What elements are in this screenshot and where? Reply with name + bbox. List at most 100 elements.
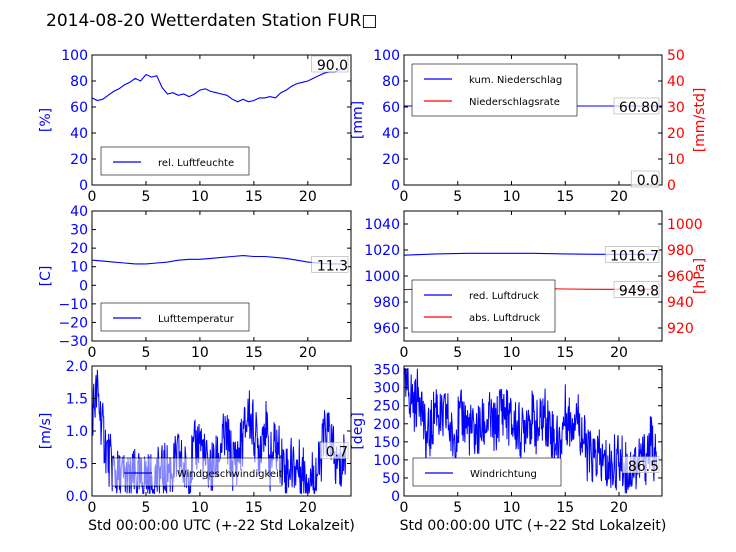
legend-box (411, 279, 556, 333)
y-right-tick-label: 920 (667, 321, 694, 337)
y-tick-label: −20 (58, 315, 88, 331)
legend-label: Niederschlagsrate (469, 97, 560, 108)
legend-box (100, 302, 250, 332)
x-axis-label: Std 00:00:00 UTC (+-22 Std Lokalzeit) (88, 518, 355, 534)
x-tick-label: 0 (88, 500, 97, 516)
legend: Lufttemperatur (100, 302, 250, 332)
y-tick-label: 0 (79, 178, 88, 194)
y-tick-label: 0.0 (66, 489, 88, 505)
value-annotation-box (319, 442, 349, 459)
panel-windspeed: 0 5 10 15 20 0.0 0.5 1.0 1.5 2.0 [m/s] Std 00:00:00… (38, 359, 355, 534)
y-tick-label: 60 (382, 100, 400, 116)
y-axis-label: [%] (38, 108, 54, 132)
legend-box (100, 146, 250, 176)
x-tick-label: 10 (503, 345, 521, 361)
y-tick-label: 60 (70, 100, 88, 116)
y-tick-label: 100 (61, 48, 88, 64)
x-tick-label: 10 (191, 189, 209, 205)
y-right-tick-label: 30 (667, 100, 685, 116)
x-tick-label: 20 (610, 189, 628, 205)
value-annotation: 60.80 (619, 100, 659, 116)
value-annotation-box (630, 170, 660, 188)
value-annotation-box (311, 55, 349, 73)
y-tick-label: 100 (373, 48, 400, 64)
value-annotation-box (605, 246, 660, 263)
x-tick-label: 15 (245, 345, 263, 361)
y-tick-label: 50 (382, 471, 400, 487)
y-tick-label: 0 (79, 278, 88, 294)
x-tick-label: 20 (610, 345, 628, 361)
y-right-axis-label: [mm/std] (692, 88, 708, 153)
x-tick-label: 5 (141, 345, 150, 361)
x-tick-label: 0 (88, 345, 97, 361)
y-tick-label: 1.0 (66, 424, 88, 440)
legend: rel. Luftfeuchte (100, 146, 250, 176)
y-right-axis-label: [hPa] (692, 258, 708, 294)
y-tick-label: 10 (70, 260, 88, 276)
y-tick-label: 1020 (364, 243, 400, 259)
x-tick-label: 15 (556, 189, 574, 205)
x-tick-label: 0 (400, 345, 409, 361)
series-line-humidity-0 (92, 67, 346, 103)
y-right-tick-label: 960 (667, 269, 694, 285)
y-tick-label: 40 (70, 126, 88, 142)
x-tick-label: 20 (299, 345, 317, 361)
x-tick-label: 5 (141, 500, 150, 516)
legend: kum. Niederschlag Niederschlagsrate (411, 63, 578, 117)
y-right-tick-label: 940 (667, 295, 694, 311)
x-tick-label: 10 (503, 500, 521, 516)
legend-label: rel. Luftfeuchte (158, 158, 234, 169)
x-axis-label: Std 00:00:00 UTC (+-22 Std Lokalzeit) (400, 518, 667, 534)
y-tick-label: 1.5 (66, 392, 88, 408)
y-right-tick-label: 980 (667, 243, 694, 259)
legend-label: kum. Niederschlag (469, 75, 562, 86)
value-annotation-box (622, 456, 660, 474)
y-right-tick-label: 20 (667, 126, 685, 142)
panel-temperature: 0 5 10 15 20 −30 −20 −10 0 10 20 30 40 [C] Lufttempera… (38, 204, 352, 361)
legend: red. Luftdruck abs. Luftdruck (411, 279, 556, 333)
x-tick-label: 15 (245, 500, 263, 516)
y-tick-label: 40 (70, 204, 88, 220)
series-line-winddirection-0 (404, 368, 658, 494)
legend-box (411, 63, 578, 117)
value-annotation: 1016.7 (610, 248, 659, 264)
x-tick-label: 0 (88, 189, 97, 205)
y-tick-label: 300 (373, 381, 400, 397)
y-tick-label: 1000 (364, 269, 400, 285)
legend-label: abs. Luftdruck (469, 313, 540, 324)
axes-frame (91, 210, 352, 342)
x-tick-label: 15 (245, 189, 263, 205)
x-tick-label: 15 (556, 345, 574, 361)
x-tick-label: 10 (191, 500, 209, 516)
y-axis-label: [C] (38, 266, 54, 287)
panel-pressure: 0 5 10 15 20 960 980 1000 1020 1040 920 940 960 980 10… (364, 210, 708, 361)
legend-label: Windgeschwindigkeit (177, 469, 283, 480)
x-tick-label: 0 (400, 189, 409, 205)
value-annotation-box (311, 256, 349, 273)
y-tick-label: 20 (70, 241, 88, 257)
x-tick-label: 10 (503, 189, 521, 205)
y-tick-label: 960 (373, 321, 400, 337)
y-right-tick-label: 1000 (667, 217, 703, 233)
x-tick-label: 20 (299, 500, 317, 516)
y-tick-label: −10 (58, 297, 88, 313)
y-right-tick-label: 40 (667, 74, 685, 90)
value-annotation-box (613, 281, 660, 298)
y-tick-label: 100 (373, 453, 400, 469)
y-tick-label: 150 (373, 435, 400, 451)
x-tick-label: 5 (453, 345, 462, 361)
y-tick-label: 250 (373, 399, 400, 415)
axes-frame (403, 365, 663, 497)
y-tick-label: 980 (373, 295, 400, 311)
y-tick-label: 20 (382, 152, 400, 168)
y-axis-label: [m/s] (38, 413, 54, 450)
y-tick-label: 80 (70, 74, 88, 90)
y-tick-label: 30 (70, 223, 88, 239)
legend-label: Windrichtung (470, 469, 537, 480)
y-right-tick-label: 0 (667, 178, 676, 194)
legend-label: red. Luftdruck (469, 291, 539, 302)
y-right-tick-label: 10 (667, 152, 685, 168)
panel-precipitation: 0 5 10 15 20 0 20 40 60 80 100 0 10 20 30 40 50 [mm] [mm/s… (350, 48, 708, 205)
value-annotation-box (613, 97, 660, 115)
